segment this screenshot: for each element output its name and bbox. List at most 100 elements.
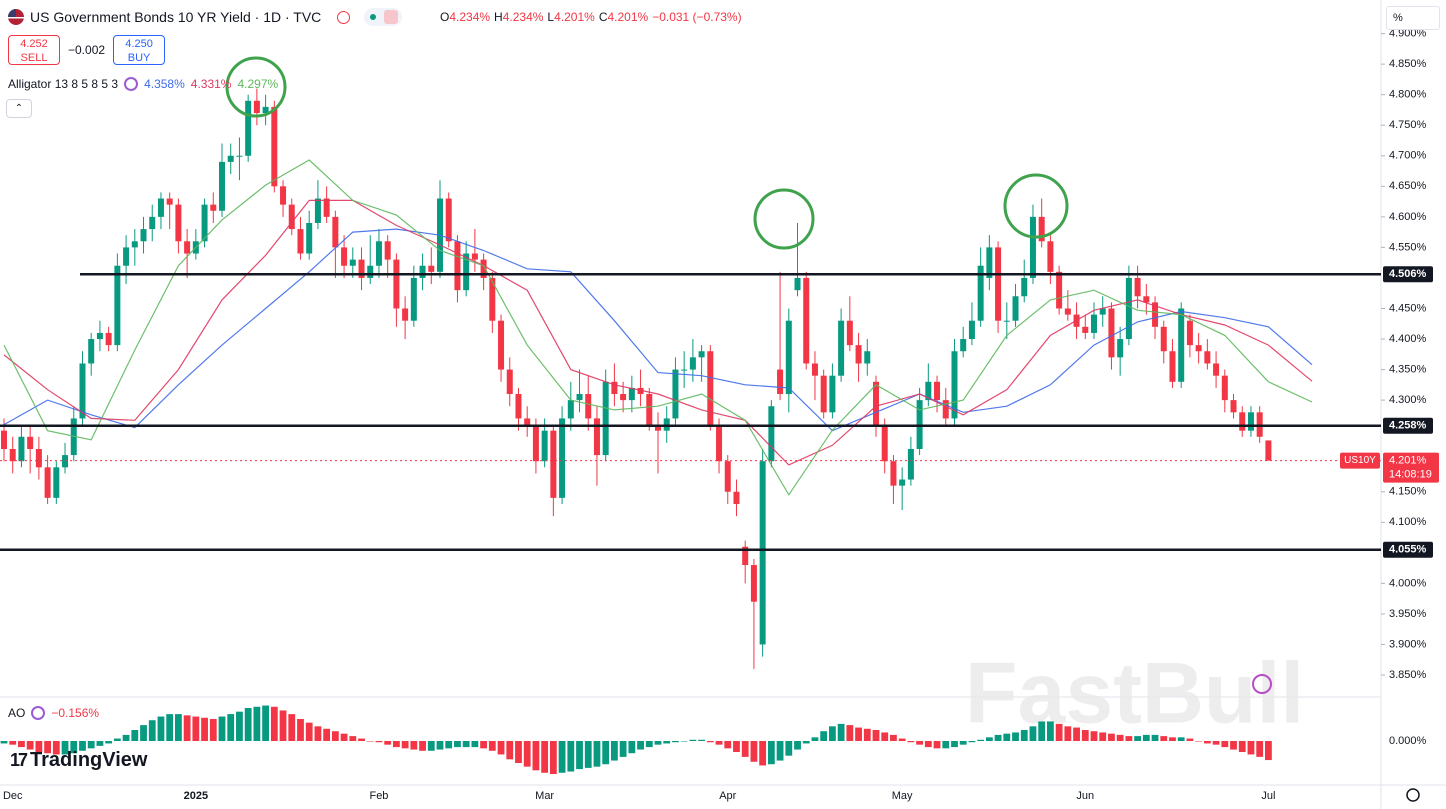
candle-body bbox=[140, 229, 147, 242]
candle-body bbox=[881, 424, 888, 462]
alert-icon[interactable] bbox=[1252, 674, 1272, 694]
ohlc-key: L bbox=[547, 10, 555, 24]
ao-bar bbox=[663, 741, 671, 744]
candle-body bbox=[576, 394, 583, 401]
x-tick-label: 2025 bbox=[184, 790, 208, 802]
ao-bar bbox=[584, 741, 592, 768]
ao-bar bbox=[462, 741, 470, 748]
candle-body bbox=[149, 216, 156, 230]
ao-bar bbox=[680, 741, 688, 742]
ao-bar bbox=[654, 741, 662, 745]
candle-body bbox=[838, 320, 845, 376]
candle-body bbox=[829, 375, 836, 413]
candle-body bbox=[1038, 216, 1045, 242]
ohlc-key: O bbox=[440, 10, 450, 24]
ao-bar bbox=[846, 725, 854, 741]
ao-bar bbox=[602, 741, 610, 765]
sell-button[interactable]: 4.252 SELL bbox=[8, 35, 60, 65]
y-tick-label: 3.950% bbox=[1389, 608, 1427, 620]
candle-body bbox=[1134, 277, 1141, 297]
ao-bar bbox=[576, 741, 583, 770]
ao-bar bbox=[1203, 741, 1211, 744]
ao-bar bbox=[227, 714, 235, 741]
candle-body bbox=[951, 351, 958, 419]
buy-label: BUY bbox=[127, 52, 151, 64]
candle-body bbox=[419, 265, 426, 278]
candle-body bbox=[611, 381, 618, 395]
ao-bar bbox=[393, 741, 400, 748]
ao-bar bbox=[79, 741, 86, 751]
ao-bar bbox=[951, 741, 958, 748]
candle-body bbox=[253, 100, 260, 114]
ao-bar bbox=[942, 741, 950, 749]
candle-body bbox=[1099, 308, 1106, 315]
collapse-button[interactable]: ⌃ bbox=[6, 99, 32, 118]
ao-bar bbox=[401, 741, 409, 749]
candle-body bbox=[227, 155, 234, 162]
ao-bar bbox=[1195, 741, 1203, 742]
alligator-value: 4.358% bbox=[144, 77, 185, 91]
settings-icon[interactable] bbox=[1406, 788, 1420, 802]
candle-body bbox=[236, 155, 243, 157]
ao-bar bbox=[218, 716, 226, 741]
candle-body bbox=[1195, 345, 1202, 352]
x-tick-label: Dec bbox=[3, 790, 23, 802]
ao-bar bbox=[506, 741, 514, 760]
candle-body bbox=[541, 430, 548, 462]
ao-bar bbox=[898, 738, 906, 741]
candle-body bbox=[306, 222, 313, 254]
y-tick-label: 4.900% bbox=[1389, 28, 1427, 40]
ao-bar bbox=[672, 741, 679, 743]
candle-body bbox=[53, 467, 60, 498]
candle-body bbox=[27, 436, 34, 449]
y-tick-label: 4.100% bbox=[1389, 516, 1427, 528]
alligator-value: 4.331% bbox=[190, 77, 232, 91]
ohlc-item: L4.201% bbox=[547, 10, 594, 24]
flag-icon bbox=[8, 9, 24, 25]
ao-bar bbox=[1055, 723, 1063, 741]
ohlc-value: 4.234% bbox=[502, 10, 544, 24]
candle-body bbox=[986, 247, 993, 278]
ao-bar bbox=[1160, 736, 1168, 741]
candle-body bbox=[960, 339, 967, 352]
level-tag bbox=[1383, 541, 1433, 558]
ao-bar bbox=[166, 714, 174, 741]
highlight-circle bbox=[1003, 173, 1069, 239]
logo-mark: 17 bbox=[10, 750, 28, 770]
indicator-icon[interactable] bbox=[124, 77, 139, 91]
ao-bar bbox=[1029, 726, 1037, 741]
buy-button[interactable]: 4.250 BUY bbox=[113, 35, 166, 65]
status-pill[interactable] bbox=[364, 8, 403, 26]
ao-bar bbox=[297, 719, 304, 741]
candle-body bbox=[1265, 440, 1272, 461]
candle-body bbox=[646, 394, 653, 425]
candle-body bbox=[1047, 241, 1054, 272]
candle-body bbox=[811, 363, 818, 376]
ao-bar bbox=[9, 741, 17, 745]
remove-icon[interactable] bbox=[337, 10, 351, 24]
ao-bar bbox=[140, 725, 147, 741]
candle-body bbox=[166, 198, 173, 205]
candle-body bbox=[515, 394, 522, 419]
ao-bar bbox=[1108, 733, 1115, 741]
alligator-line bbox=[3, 199, 1313, 466]
ao-bar bbox=[1081, 730, 1089, 741]
candle-body bbox=[820, 375, 827, 413]
ohlc-item: O4.234% bbox=[440, 10, 490, 24]
candle-body bbox=[1125, 277, 1132, 340]
ao-bar bbox=[0, 741, 8, 744]
candle-body bbox=[367, 265, 374, 278]
ao-bar bbox=[262, 705, 269, 741]
unit-button[interactable]: % bbox=[1386, 6, 1440, 30]
candle-body bbox=[35, 448, 42, 468]
ao-bar bbox=[689, 739, 697, 741]
candle-body bbox=[846, 320, 853, 346]
candle-body bbox=[925, 381, 932, 401]
ohlc-legend: O4.234% H4.234% L4.201% C4.201% −0.031 (−0.7… bbox=[440, 10, 742, 24]
indicator-icon[interactable] bbox=[31, 706, 46, 720]
candle-body bbox=[297, 229, 304, 254]
alligator-line bbox=[3, 159, 1313, 496]
y-tick-label: 4.000% bbox=[1389, 577, 1427, 589]
candle-body bbox=[358, 259, 365, 278]
